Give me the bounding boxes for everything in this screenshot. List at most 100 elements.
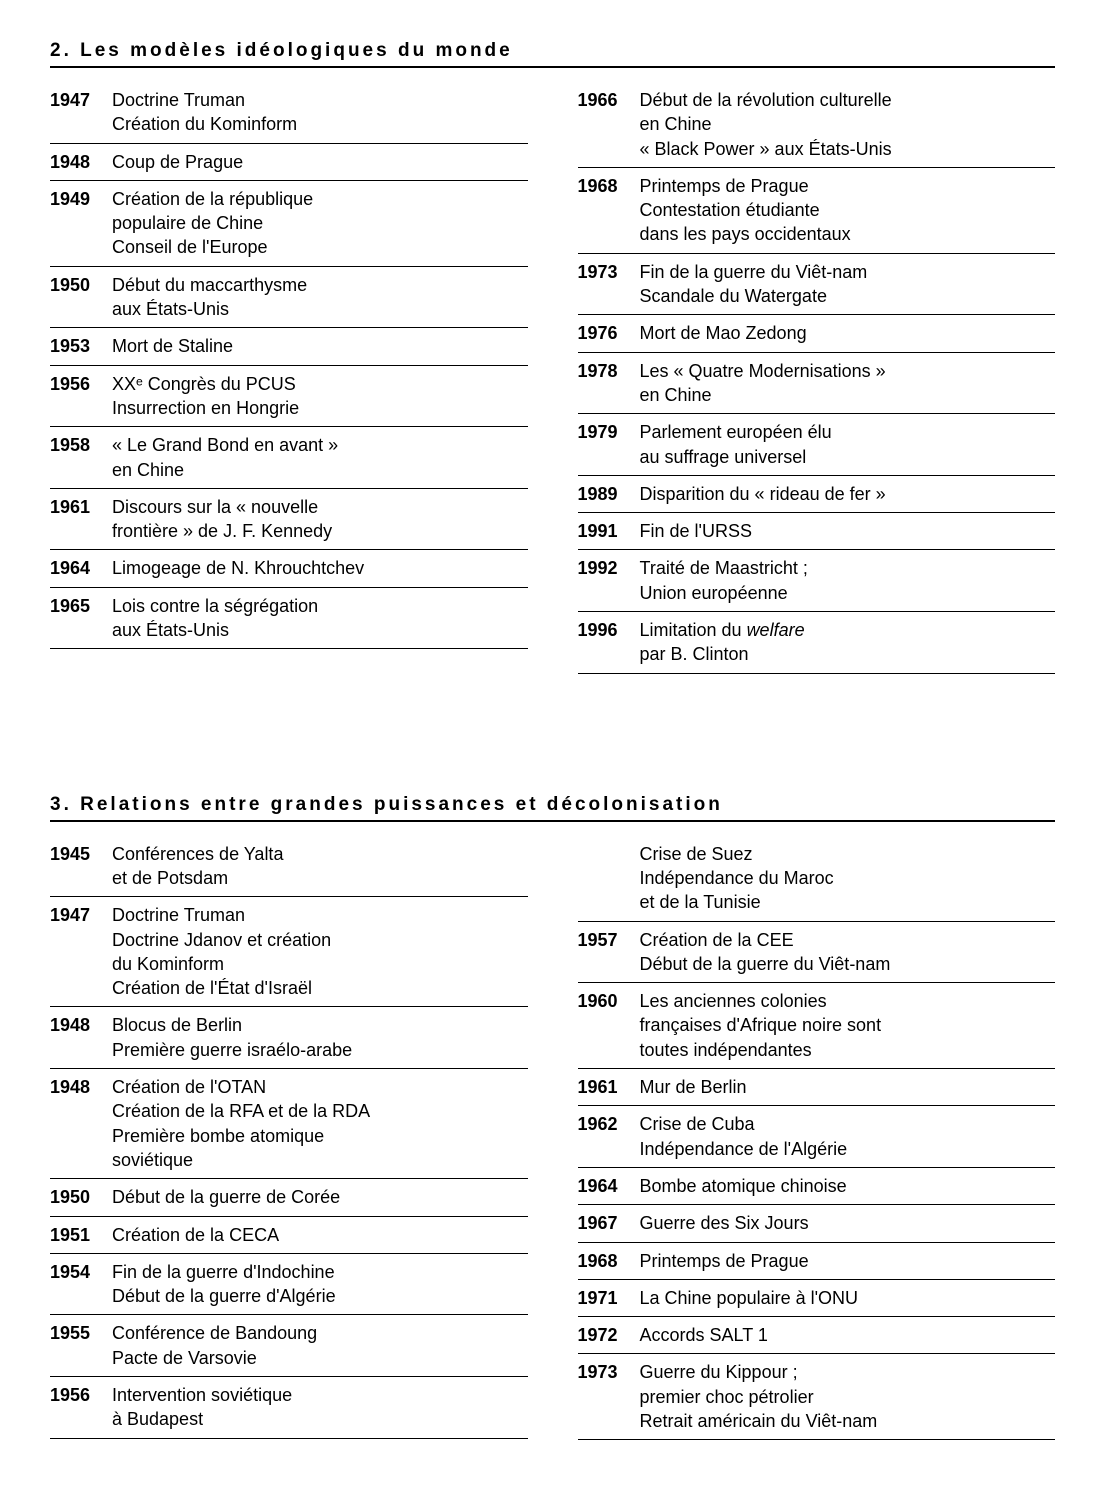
entry-line: Conférences de Yalta <box>112 842 528 866</box>
timeline-entry: 1973Guerre du Kippour ;premier choc pétr… <box>578 1354 1056 1440</box>
entry-year: 1950 <box>50 273 112 322</box>
entry-line: Début de la révolution culturelle <box>640 88 1056 112</box>
entry-text: XXᵉ Congrès du PCUSInsurrection en Hongr… <box>112 372 528 421</box>
entry-line: Crise de Suez <box>640 842 1056 866</box>
timeline-entry: 1954Fin de la guerre d'IndochineDébut de… <box>50 1254 528 1316</box>
entry-line: Indépendance du Maroc <box>640 866 1056 890</box>
entry-line: Disparition du « rideau de fer » <box>640 482 1056 506</box>
entry-year: 1948 <box>50 150 112 174</box>
entry-line: Doctrine Truman <box>112 88 528 112</box>
entry-line: Guerre du Kippour ; <box>640 1360 1056 1384</box>
entry-year: 1991 <box>578 519 640 543</box>
entry-text: Coup de Prague <box>112 150 528 174</box>
section-gap <box>50 674 1055 794</box>
entry-year: 1971 <box>578 1286 640 1310</box>
entry-text: Crise de SuezIndépendance du Marocet de … <box>640 842 1056 915</box>
entry-line: Début de la guerre d'Algérie <box>112 1284 528 1308</box>
entry-year: 1979 <box>578 420 640 469</box>
entry-text: Début de la guerre de Corée <box>112 1185 528 1209</box>
timeline-entry: 1968Printemps de PragueContestation étud… <box>578 168 1056 254</box>
entry-text: Intervention soviétiqueà Budapest <box>112 1383 528 1432</box>
entry-line: du Kominform <box>112 952 528 976</box>
entry-line: au suffrage universel <box>640 445 1056 469</box>
entry-line: dans les pays occidentaux <box>640 222 1056 246</box>
entry-line: Création de la république <box>112 187 528 211</box>
entry-year: 1964 <box>578 1174 640 1198</box>
timeline-entry: 1953Mort de Staline <box>50 328 528 365</box>
entry-text: La Chine populaire à l'ONU <box>640 1286 1056 1310</box>
entry-line: Les anciennes colonies <box>640 989 1056 1013</box>
entry-line: Printemps de Prague <box>640 174 1056 198</box>
entry-text: Lois contre la ségrégationaux États-Unis <box>112 594 528 643</box>
timeline-entry: 1955Conférence de BandoungPacte de Varso… <box>50 1315 528 1377</box>
entry-year: 1954 <box>50 1260 112 1309</box>
entry-year: 1972 <box>578 1323 640 1347</box>
entry-line: Mort de Mao Zedong <box>640 321 1056 345</box>
entry-line: Indépendance de l'Algérie <box>640 1137 1056 1161</box>
entry-line: Pacte de Varsovie <box>112 1346 528 1370</box>
timeline-entry: 1968Printemps de Prague <box>578 1243 1056 1280</box>
entry-line: Lois contre la ségrégation <box>112 594 528 618</box>
timeline-entry: 1957Création de la CEEDébut de la guerre… <box>578 922 1056 984</box>
timeline-entry: 1961Mur de Berlin <box>578 1069 1056 1106</box>
entry-line: Fin de l'URSS <box>640 519 1056 543</box>
entry-line: Coup de Prague <box>112 150 528 174</box>
entry-year: 1965 <box>50 594 112 643</box>
entry-text: Mort de Mao Zedong <box>640 321 1056 345</box>
entry-year: 1968 <box>578 1249 640 1273</box>
entry-line: Création de la CECA <box>112 1223 528 1247</box>
entry-line: frontière » de J. F. Kennedy <box>112 519 528 543</box>
timeline-entry: 1964Limogeage de N. Khrouchtchev <box>50 550 528 587</box>
entry-line: Fin de la guerre d'Indochine <box>112 1260 528 1284</box>
timeline-entry: 1991Fin de l'URSS <box>578 513 1056 550</box>
timeline-entry: 1967Guerre des Six Jours <box>578 1205 1056 1242</box>
timeline-entry: 1972Accords SALT 1 <box>578 1317 1056 1354</box>
entry-line: Union européenne <box>640 581 1056 605</box>
timeline-entry: 1947Doctrine TrumanCréation du Kominform <box>50 82 528 144</box>
entry-line: soviétique <box>112 1148 528 1172</box>
entry-year: 1947 <box>50 903 112 1000</box>
entry-year: 1996 <box>578 618 640 667</box>
timeline-entry: 1973Fin de la guerre du Viêt-namScandale… <box>578 254 1056 316</box>
entry-year: 1948 <box>50 1013 112 1062</box>
entry-line: Début de la guerre de Corée <box>112 1185 528 1209</box>
timeline-entry: 1958« Le Grand Bond en avant »en Chine <box>50 427 528 489</box>
entry-text: Conférences de Yaltaet de Potsdam <box>112 842 528 891</box>
timeline-entry: 1947Doctrine TrumanDoctrine Jdanov et cr… <box>50 897 528 1007</box>
entry-line: Printemps de Prague <box>640 1249 1056 1273</box>
entry-line: Création de l'État d'Israël <box>112 976 528 1000</box>
timeline-entry: 1979Parlement européen éluau suffrage un… <box>578 414 1056 476</box>
entry-line: Blocus de Berlin <box>112 1013 528 1037</box>
entry-line: à Budapest <box>112 1407 528 1431</box>
entry-line: Doctrine Jdanov et création <box>112 928 528 952</box>
timeline-entry: 1956Intervention soviétiqueà Budapest <box>50 1377 528 1439</box>
timeline-entry: 1996Limitation du welfarepar B. Clinton <box>578 612 1056 674</box>
entry-line: « Black Power » aux États-Unis <box>640 137 1056 161</box>
timeline-entry: 1965Lois contre la ségrégationaux États-… <box>50 588 528 650</box>
entry-line: Début du maccarthysme <box>112 273 528 297</box>
entry-line: Mur de Berlin <box>640 1075 1056 1099</box>
timeline-entry: 1949Création de la républiquepopulaire d… <box>50 181 528 267</box>
entry-line: et de la Tunisie <box>640 890 1056 914</box>
entry-text: Traité de Maastricht ;Union européenne <box>640 556 1056 605</box>
entry-year: 1973 <box>578 1360 640 1433</box>
entry-line: Début de la guerre du Viêt-nam <box>640 952 1056 976</box>
entry-text: Mort de Staline <box>112 334 528 358</box>
entry-year: 1958 <box>50 433 112 482</box>
timeline-entry: 1992Traité de Maastricht ;Union européen… <box>578 550 1056 612</box>
entry-text: Début du maccarthysmeaux États-Unis <box>112 273 528 322</box>
entry-line: et de Potsdam <box>112 866 528 890</box>
entry-line: Bombe atomique chinoise <box>640 1174 1056 1198</box>
entry-line: Première guerre israélo-arabe <box>112 1038 528 1062</box>
entry-year: 1957 <box>578 928 640 977</box>
entry-text: Printemps de PragueContestation étudiant… <box>640 174 1056 247</box>
entry-year: 1989 <box>578 482 640 506</box>
entry-text: Parlement européen éluau suffrage univer… <box>640 420 1056 469</box>
entry-line: en Chine <box>640 383 1056 407</box>
entry-text: Doctrine TrumanDoctrine Jdanov et créati… <box>112 903 528 1000</box>
entry-line: toutes indépendantes <box>640 1038 1056 1062</box>
entry-line: Insurrection en Hongrie <box>112 396 528 420</box>
entry-line: Première bombe atomique <box>112 1124 528 1148</box>
entry-line: Création de l'OTAN <box>112 1075 528 1099</box>
entry-year: 1961 <box>50 495 112 544</box>
